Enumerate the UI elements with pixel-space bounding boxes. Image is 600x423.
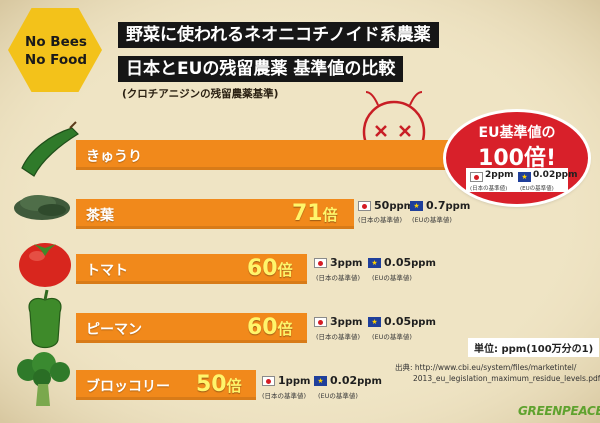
eu-flag-icon: ★ — [410, 201, 423, 211]
bar-tea — [76, 199, 354, 229]
eu-number: 0.05 — [384, 256, 412, 269]
japan-number: 3 — [330, 256, 338, 269]
ratio-value: 60 — [247, 315, 278, 340]
eu-value-tea: 0.7ppm — [426, 199, 470, 212]
bar-pepper — [76, 313, 307, 343]
ppm-unit: ppm — [337, 317, 363, 328]
greenpeace-logo: GREENPEACE — [518, 404, 600, 418]
subtitle: (クロチアニジンの残留農薬基準) — [122, 88, 279, 100]
eu-note: (EUの基準値) — [318, 392, 358, 400]
ppm-unit: ppm — [357, 376, 382, 387]
japan-number: 3 — [330, 315, 338, 328]
japan-flag-icon — [262, 376, 275, 386]
broccoli-icon — [17, 352, 70, 406]
japan-value-broccoli: 1ppm — [278, 374, 310, 387]
ratio-value: 50 — [196, 372, 227, 397]
callout-line-1: EU基準値の — [478, 125, 556, 141]
callout-japan-value: 2ppm — [485, 170, 514, 180]
ppm-unit: ppm — [337, 258, 363, 269]
ratio-suffix: 倍 — [277, 320, 293, 338]
ppm-unit: ppm — [389, 201, 415, 212]
ratio-value: 71 — [292, 201, 323, 226]
ratio-suffix: 倍 — [322, 206, 338, 224]
japan-number: 2 — [485, 170, 492, 180]
eu-flag-icon: ★ — [368, 258, 381, 268]
ratio-label-pepper: 60倍 — [247, 315, 293, 340]
ppm-unit: ppm — [491, 170, 514, 180]
green-pepper-icon — [28, 289, 62, 349]
eu-note: (EUの基準値) — [372, 333, 412, 341]
japan-value-pepper: 3ppm — [330, 315, 362, 328]
title-line-1: 野菜に使われるネオニコチノイド系農薬 — [118, 22, 439, 48]
eu-value-pepper: 0.05ppm — [384, 315, 436, 328]
eu-note: (EUの基準値) — [372, 274, 412, 282]
source-url-1: http://www.cbi.eu/system/files/marketint… — [414, 363, 577, 372]
category-label-tomato: トマト — [86, 263, 128, 279]
ratio-suffix: 倍 — [277, 261, 293, 279]
category-label-cucumber: きゅうり — [86, 149, 142, 165]
japan-value-tea: 50ppm — [374, 199, 414, 212]
callout-line-2: 100倍! — [478, 146, 556, 171]
category-label-broccoli: ブロッコリー — [86, 379, 170, 395]
category-label-tea: 茶葉 — [86, 208, 114, 224]
ratio-value: 60 — [247, 256, 278, 281]
ppm-unit: ppm — [411, 317, 436, 328]
eu-value-tomato: 0.05ppm — [384, 256, 436, 269]
japan-note: (日本の基準値) — [358, 216, 403, 224]
ratio-suffix: 倍 — [226, 377, 242, 395]
bar-broccoli — [76, 370, 256, 400]
eu-note: (EUの基準値) — [520, 186, 554, 192]
eu-number: 0.05 — [384, 315, 412, 328]
japan-flag-icon — [314, 258, 327, 268]
logo-line-1: No Bees — [25, 34, 87, 50]
ppm-unit: ppm — [445, 201, 471, 212]
japan-number: 1 — [278, 374, 286, 387]
tomato-icon — [19, 243, 71, 287]
tea-leaves-icon — [14, 195, 70, 220]
japan-value-tomato: 3ppm — [330, 256, 362, 269]
japan-flag-icon — [358, 201, 371, 211]
japan-note: (日本の基準値) — [316, 333, 361, 341]
eu-flag-icon: ★ — [314, 376, 327, 386]
bar-cucumber — [76, 140, 452, 170]
eu-number: 0.02 — [533, 170, 556, 180]
eu-number: 0.7 — [426, 199, 446, 212]
logo-line-2: No Food — [24, 52, 88, 68]
source-label: 出典: — [395, 363, 413, 372]
title-line-2: 日本とEUの残留農薬 基準値の比較 — [118, 56, 404, 82]
eu-value-broccoli: 0.02ppm — [330, 374, 382, 387]
eu-number: 0.02 — [330, 374, 358, 387]
ppm-unit: ppm — [285, 376, 311, 387]
japan-note: (日本の基準値) — [262, 392, 307, 400]
category-label-pepper: ピーマン — [86, 322, 142, 338]
source-line-2: 2013_eu_legislation_maximum_residue_leve… — [413, 374, 600, 383]
bar-tomato — [76, 254, 307, 284]
japan-note: (日本の基準値) — [470, 186, 508, 192]
unit-label: 単位: ppm(100万分の1) — [468, 338, 600, 357]
eu-flag-icon: ★ — [518, 172, 531, 182]
callout-eu-value: 0.02ppm — [533, 170, 577, 180]
japan-flag-icon — [314, 317, 327, 327]
ppm-unit: ppm — [411, 258, 436, 269]
eu-note: (EUの基準値) — [412, 216, 452, 224]
ratio-label-broccoli: 50倍 — [196, 372, 242, 397]
japan-note: (日本の基準値) — [316, 274, 361, 282]
source-line-1: 出典: http://www.cbi.eu/system/files/marke… — [395, 362, 576, 373]
cucumber-icon — [21, 121, 79, 177]
japan-flag-icon — [470, 172, 483, 182]
callout-values-box — [466, 168, 568, 192]
eu-flag-icon: ★ — [368, 317, 381, 327]
japan-number: 50 — [374, 199, 390, 212]
ratio-label-tomato: 60倍 — [247, 256, 293, 281]
ppm-unit: ppm — [555, 170, 578, 180]
ratio-label-tea: 71倍 — [292, 201, 338, 226]
